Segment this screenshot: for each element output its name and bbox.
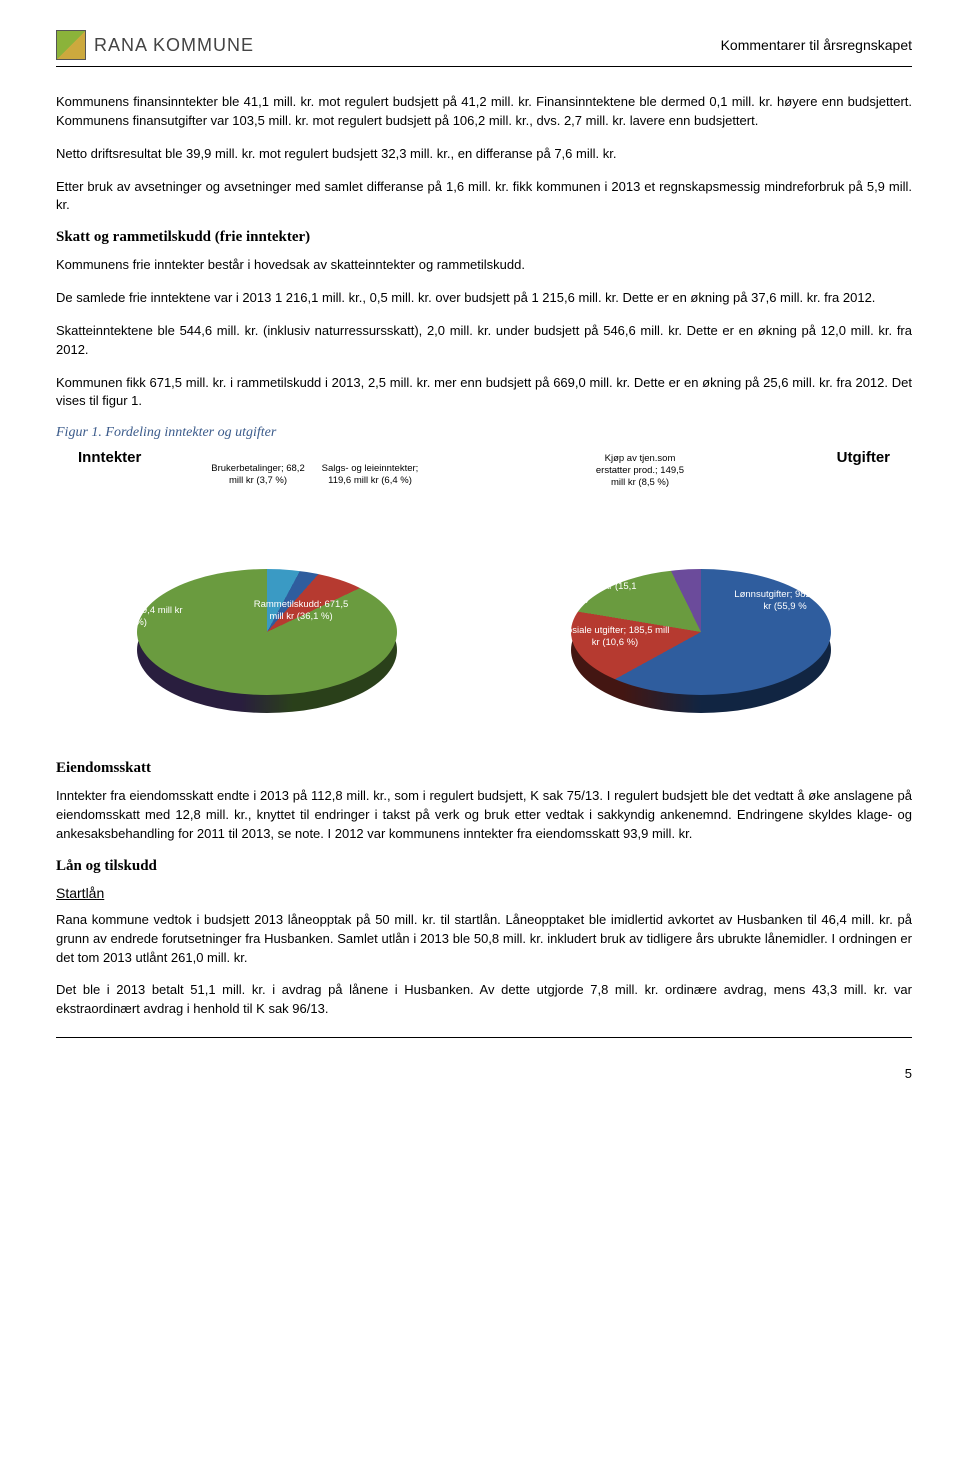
body-paragraph: Det ble i 2013 betalt 51,1 mill. kr. i a… (56, 981, 912, 1019)
body-paragraph: Kommunen fikk 671,5 mill. kr. i rammetil… (56, 374, 912, 412)
pie-callout: Sum skatter; 669,4 mill kr (36,0 %) (74, 605, 184, 629)
body-paragraph: Skatteinntektene ble 544,6 mill. kr. (in… (56, 322, 912, 360)
charts-container: Inntekter Brukerbetalinger; 68,2 mill kr… (56, 449, 912, 724)
pie-chart (137, 569, 397, 695)
chart-inntekter: Inntekter Brukerbetalinger; 68,2 mill kr… (56, 449, 478, 724)
sub-heading: Startlån (56, 885, 912, 901)
pie-callout: Sosiale utgifter; 185,5 mill kr (10,6 %) (560, 625, 670, 649)
logo-icon (56, 30, 86, 60)
pie-callout: Kjøp av tjen.som erstatter prod.; 149,5 … (588, 453, 692, 489)
pie-callout: Lønnsutgifter; 982,0 mill kr (55,9 % (730, 589, 840, 613)
body-paragraph: Inntekter fra eiendomsskatt endte i 2013… (56, 787, 912, 844)
section-heading: Eiendomsskatt (56, 760, 912, 777)
logo: RANA KOMMUNE (56, 30, 254, 60)
body-paragraph: Netto driftsresultat ble 39,9 mill. kr. … (56, 145, 912, 164)
chart-title: Inntekter (78, 449, 141, 466)
header-subtitle: Kommentarer til årsregnskapet (721, 37, 912, 53)
page-number: 5 (905, 1066, 912, 1081)
section-heading: Skatt og rammetilskudd (frie inntekter) (56, 229, 912, 246)
chart-title: Utgifter (837, 449, 890, 466)
org-name: RANA KOMMUNE (94, 35, 254, 56)
pie-callout: Brukerbetalinger; 68,2 mill kr (3,7 %) (206, 463, 310, 487)
page-header: RANA KOMMUNE Kommentarer til årsregnskap… (56, 30, 912, 67)
body-paragraph: Kommunens finansinntekter ble 41,1 mill.… (56, 93, 912, 131)
footer-rule (56, 1037, 912, 1057)
chart-utgifter: Utgifter Kjøp av tjen.som erstatter prod… (490, 449, 912, 724)
body-paragraph: Kommunens frie inntekter består i hoveds… (56, 256, 912, 275)
figure-caption: Figur 1. Fordeling inntekter og utgifter (56, 425, 912, 441)
body-paragraph: De samlede frie inntektene var i 2013 1 … (56, 289, 912, 308)
body-paragraph: Rana kommune vedtok i budsjett 2013 låne… (56, 911, 912, 968)
body-paragraph: Etter bruk av avsetninger og avsetninger… (56, 178, 912, 216)
section-heading: Lån og tilskudd (56, 858, 912, 875)
pie-callout: Salgs- og leieinntekter; 119,6 mill kr (… (318, 463, 422, 487)
pie-callout: Andre driftsinntekter; 328,9 mill kr (17… (122, 513, 232, 537)
pie-callout: Kjøp av varer og tjenester i prod.; 264,… (528, 569, 638, 605)
pie-callout: Rammetilskudd; 671,5 mill kr (36,1 %) (246, 599, 356, 623)
pie-callout: Overføringer; 175,1 mill kr (10,0 %) (642, 515, 752, 539)
